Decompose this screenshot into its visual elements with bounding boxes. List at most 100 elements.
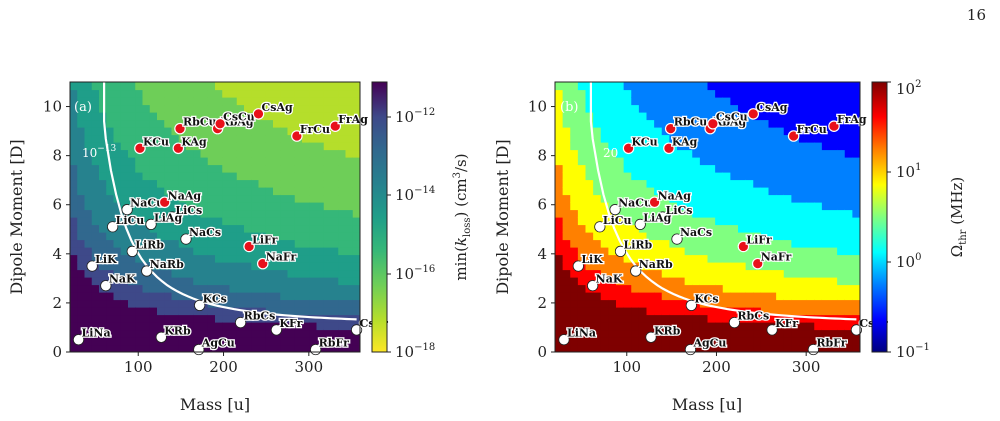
heatmap-cell [555,82,564,91]
heatmap-cell [294,112,303,121]
heatmap-cell [654,262,663,271]
heatmap-cell [760,194,770,203]
heatmap-cell [309,322,318,331]
heatmap-cell [684,217,693,226]
heatmap-cell [661,172,670,181]
heatmap-cell [593,142,602,151]
heatmap-cell [345,254,354,263]
heatmap-cell [207,119,216,128]
heatmap-cell [616,157,625,166]
heatmap-cell [692,179,701,188]
heatmap-cell [776,277,785,286]
heatmap-cell [142,299,151,308]
heatmap-cell [186,329,194,338]
heatmap-cell [222,292,231,301]
heatmap-cell [837,172,846,181]
heatmap-cell [677,277,686,286]
heatmap-cell [70,172,78,181]
heatmap-cell [149,164,158,173]
heatmap-cell [715,89,724,98]
heatmap-cell [692,112,701,121]
heatmap-cell [715,329,724,338]
heatmap-cell [776,142,785,151]
heatmap-cell [294,247,303,256]
heatmap-cell [646,89,655,98]
heatmap-cell [99,134,107,143]
heatmap-cell [273,142,281,151]
heatmap-cell [302,344,310,352]
heatmap-cell [638,89,648,98]
heatmap-cell [77,149,86,158]
heatmap-cell [783,322,792,331]
heatmap-cell [646,307,655,316]
heatmap-cell [799,97,808,106]
molecule-label-krb: KRb [164,324,191,337]
heatmap-cell [776,239,785,248]
heatmap-cell [113,254,122,263]
heatmap-cell [200,224,209,233]
heatmap-cell [677,202,686,211]
heatmap-cell [600,217,609,226]
heatmap-cell [91,164,100,173]
heatmap-cell [753,179,762,188]
molecule-point-csag [252,108,265,120]
heatmap-cell [661,232,670,241]
heatmap-cell [799,277,808,286]
heatmap-cell [135,284,144,293]
heatmap-cell [623,232,632,241]
molecule-label-liag: LiAg [643,211,671,224]
heatmap-cell [585,269,594,278]
heatmap-cell [323,97,332,106]
heatmap-cell [692,262,701,271]
heatmap-cell [149,179,158,188]
molecule-point-nafr [751,257,764,270]
heatmap-cell [608,299,617,308]
heatmap-cell [646,82,655,91]
molecule-point-frcu [291,130,303,142]
heatmap-cell [316,239,325,248]
heatmap-cell [623,172,632,181]
heatmap-cell [776,157,785,166]
heatmap-cell [164,157,173,166]
heatmap-cell [768,284,777,293]
heatmap-cell [829,284,838,293]
heatmap-cell [669,134,678,143]
heatmap-cell [99,262,107,271]
heatmap-cell [654,247,663,256]
heatmap-cell [258,277,267,286]
heatmap-cell [608,239,617,248]
heatmap-cell [829,164,838,173]
heatmap-cell [814,82,823,91]
heatmap-cell [251,322,260,331]
heatmap-cell [251,134,260,143]
heatmap-cell [193,254,202,263]
heatmap-cell [331,202,339,211]
heatmap-cell [844,97,853,106]
heatmap-cell [280,284,289,293]
heatmap-cell [236,254,245,263]
heatmap-cell [699,254,709,263]
heatmap-cell [791,172,800,181]
heatmap-cell [99,187,107,196]
molecule-point-nacu [609,204,621,216]
heatmap-cell [783,292,792,301]
heatmap-cell [837,157,846,166]
heatmap-cell [229,217,238,226]
heatmap-cell [352,104,360,113]
heatmap-cell [585,247,594,256]
axes-frame-b [554,81,861,353]
heatmap-cell [707,164,716,173]
heatmap-cell [600,202,609,211]
colorbar-ticks-b: 102 101 100 10−1 [887,79,930,361]
heatmap-cell [345,277,354,286]
heatmap-cell [331,104,339,113]
heatmap-cell [806,224,815,233]
heatmap-cell [837,292,846,301]
heatmap-cell [821,224,831,233]
heatmap-cell [715,119,724,128]
heatmap-cell [302,142,310,151]
heatmap-cell [128,217,136,226]
colorbar-a [372,82,387,352]
heatmap-cell [799,232,808,241]
contour-line-b [589,82,857,321]
